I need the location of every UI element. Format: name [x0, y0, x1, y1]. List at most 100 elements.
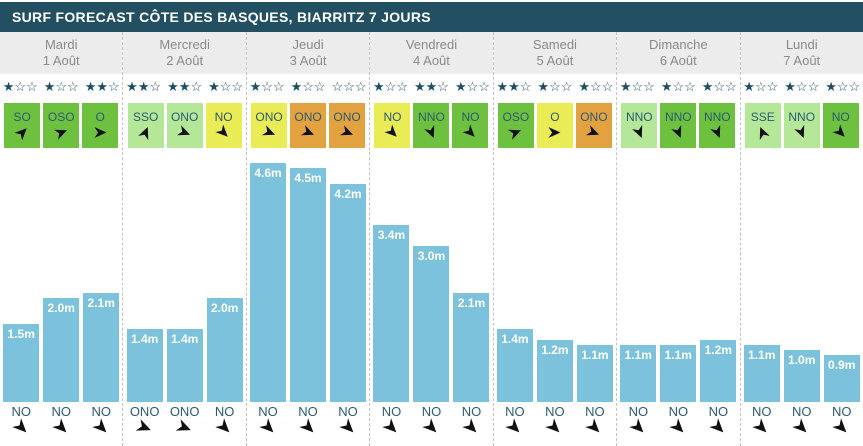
wind-direction-arrow-icon — [632, 125, 643, 139]
star-filled-icon: ★ — [825, 79, 837, 95]
wind-direction-arrow-icon — [760, 127, 771, 141]
star-filled-icon: ★ — [537, 79, 550, 95]
day-date: 2 Août — [166, 53, 204, 68]
star-rating-group: ★ ☆ ☆ — [291, 80, 326, 93]
wave-height-label: 1.4m — [501, 332, 529, 347]
wind-row: ONO ONO ONO — [246, 99, 370, 152]
wave-height-bar: 2.0m — [206, 298, 243, 403]
swell-direction-arrow-icon — [752, 418, 767, 433]
swell-direction-label: NO — [298, 404, 318, 420]
star-empty-icon: ☆ — [848, 79, 861, 95]
swell-cell: ONO — [167, 405, 203, 435]
star-filled-icon: ★ — [96, 79, 108, 95]
star-filled-icon: ★ — [784, 79, 796, 95]
star-filled-icon: ★ — [137, 79, 150, 95]
star-filled-icon: ★ — [425, 79, 438, 95]
day-header: Dimanche 6 Août — [617, 32, 740, 74]
star-empty-icon: ☆ — [795, 79, 808, 95]
wind-direction-label: NNO — [788, 110, 816, 125]
star-rating-group: ★ ☆ ☆ — [578, 80, 613, 93]
wind-badge: NNO — [621, 102, 658, 148]
wind-direction-arrow-icon — [548, 127, 561, 139]
swell-direction-label: NO — [51, 404, 71, 420]
wind-direction-label: NO — [214, 110, 233, 125]
star-empty-icon: ☆ — [14, 79, 27, 95]
star-empty-icon: ☆ — [261, 79, 273, 95]
wind-row: SSE NNO NO — [740, 99, 863, 152]
star-rating-row: ★ ☆ ☆ ★ ☆ ☆ ★ ☆ ☆ — [740, 73, 863, 100]
star-filled-icon: ★ — [413, 79, 426, 95]
wave-height-bar: 1.2m — [536, 340, 573, 403]
wave-height-label: 2.0m — [210, 301, 239, 316]
day-header: Lundi 7 Août — [740, 32, 863, 74]
wind-badge: NO — [374, 102, 411, 148]
star-rating-row: ★ ★ ☆ ★ ☆ ☆ ★ ☆ ☆ — [493, 73, 617, 100]
day-column: Dimanche 6 Août ★ ☆ ☆ ★ ☆ ☆ ★ ☆ ☆ NNO NNO NNO 1.1m 1.1m… — [616, 32, 740, 446]
swell-direction-arrow-icon — [545, 418, 560, 433]
day-column: Lundi 7 Août ★ ☆ ☆ ★ ☆ ☆ ★ ☆ ☆ SSE NNO NO 1.1m 1.0m 0.9m… — [739, 32, 863, 446]
star-rating-group: ★ ☆ ☆ — [784, 80, 819, 93]
swell-cell: NO — [453, 405, 489, 435]
star-empty-icon: ☆ — [601, 79, 614, 95]
star-rating-group: ★ ☆ ☆ — [44, 80, 79, 93]
star-rating-row: ★ ☆ ☆ ★ ★ ☆ ★ ☆ ☆ — [370, 73, 493, 100]
star-empty-icon: ☆ — [478, 79, 490, 95]
swell-direction-label: ONO — [169, 404, 200, 420]
day-name: Samedi — [532, 37, 577, 52]
star-filled-icon: ★ — [249, 79, 262, 95]
wind-direction-arrow-icon — [300, 125, 314, 136]
wave-height-bar: 1.1m — [620, 345, 657, 403]
day-column: Jeudi 3 Août ★ ☆ ☆ ★ ☆ ☆ ☆ ☆ ☆ ONO ONO ONO 4.6m 4.5m 4.2… — [245, 32, 370, 446]
wind-badge: O — [536, 102, 573, 148]
wind-direction-label: NNO — [625, 110, 653, 125]
swell-direction-label: NO — [668, 404, 689, 420]
wind-badge: SO — [4, 102, 41, 148]
wind-direction-arrow-icon — [215, 124, 228, 137]
star-empty-icon: ☆ — [631, 79, 644, 95]
wind-badge: NNO — [783, 102, 820, 148]
star-rating-group: ★ ☆ ☆ — [743, 80, 778, 93]
wind-direction-label: NO — [383, 110, 402, 125]
day-date: 3 Août — [289, 53, 327, 68]
swell-direction-arrow-icon — [832, 418, 847, 433]
star-empty-icon: ☆ — [26, 79, 38, 95]
star-empty-icon: ☆ — [302, 79, 314, 95]
star-filled-icon: ★ — [290, 79, 303, 95]
star-empty-icon: ☆ — [549, 79, 561, 95]
swell-direction-arrow-icon — [585, 418, 600, 433]
wave-height-bar: 4.5m — [290, 168, 327, 403]
wave-height-label: 0.9m — [828, 358, 856, 373]
swell-row: NO NO NO — [0, 402, 123, 446]
wind-direction-label: O — [95, 110, 105, 125]
forecast-columns: Mardi 1 Août ★ ☆ ☆ ★ ☆ ☆ ★ ★ ☆ SO OSO O 1.5m 2.0m 2.1m NO… — [0, 32, 863, 446]
wind-badge: ONO — [166, 102, 203, 148]
day-date: 4 Août — [413, 53, 450, 68]
day-header: Samedi 5 Août — [493, 32, 617, 74]
swell-direction-arrow-icon — [505, 418, 520, 433]
star-rating-group: ★ ☆ ☆ — [250, 80, 285, 93]
swell-cell: NO — [3, 405, 39, 435]
wind-direction-arrow-icon — [462, 124, 475, 137]
swell-cell: NO — [373, 405, 409, 435]
wave-height-label: 1.1m — [748, 348, 776, 363]
swell-direction-arrow-icon — [175, 419, 191, 431]
wind-badge: O — [82, 102, 119, 148]
wind-badge: NNO — [699, 102, 736, 148]
star-empty-icon: ☆ — [643, 79, 655, 95]
star-filled-icon: ★ — [167, 79, 179, 95]
wave-height-label: 1.0m — [788, 353, 816, 368]
wave-height-bar: 2.0m — [43, 298, 80, 403]
wind-direction-label: ONO — [294, 110, 322, 125]
star-rating-group: ★ ☆ ☆ — [661, 80, 696, 93]
swell-direction-label: NO — [585, 404, 605, 420]
wind-row: OSO O ONO — [493, 99, 617, 152]
wind-badge: SSE — [744, 102, 781, 148]
swell-cell: NO — [537, 405, 573, 435]
swell-direction-label: NO — [461, 404, 482, 420]
wind-direction-arrow-icon — [384, 124, 397, 137]
star-empty-icon: ☆ — [836, 79, 849, 95]
star-empty-icon: ☆ — [108, 79, 120, 95]
swell-direction-arrow-icon — [51, 418, 67, 433]
swell-cell: NO — [824, 405, 860, 435]
wave-height-label: 1.4m — [130, 332, 159, 347]
